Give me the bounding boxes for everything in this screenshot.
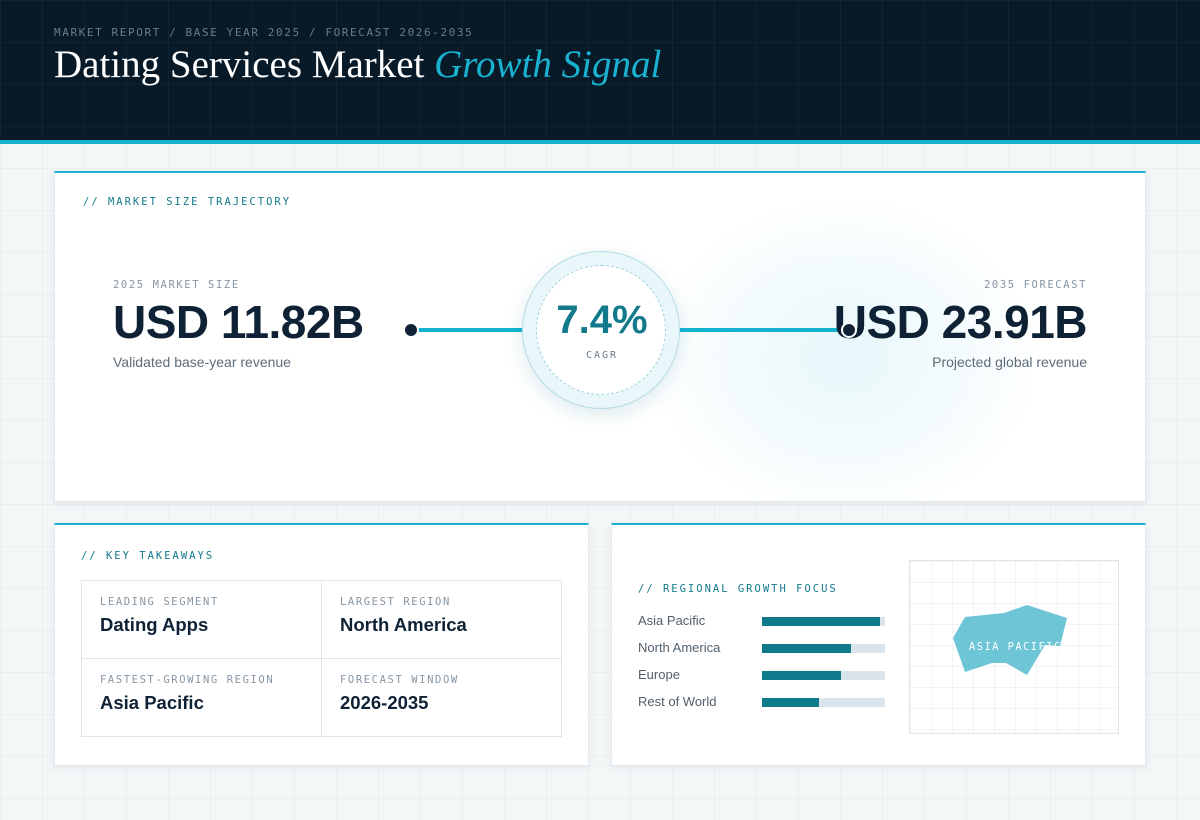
regional-growth-card: // REGIONAL GROWTH FOCUS Asia Pacific No…	[611, 523, 1146, 766]
takeaway-value: 2026-2035	[340, 692, 429, 713]
page-title: Dating Services Market Growth Signal	[54, 42, 661, 87]
region-bar-row: North America	[638, 638, 888, 658]
takeaways-section-label: // KEY TAKEAWAYS	[81, 550, 215, 562]
cagr-value: 7.4%	[556, 298, 648, 342]
regional-section-label: // REGIONAL GROWTH FOCUS	[638, 583, 838, 595]
region-bar-row: Europe	[638, 665, 888, 685]
end-subtext: Projected global revenue	[932, 354, 1087, 370]
trajectory-section-label: // MARKET SIZE TRAJECTORY	[83, 196, 292, 208]
map-region-label: ASIA PACIFIC	[969, 641, 1062, 653]
cagr-label: CAGR	[585, 350, 619, 361]
end-point-marker	[841, 322, 857, 338]
takeaway-forecast-window: FORECAST WINDOW 2026-2035	[322, 659, 562, 737]
takeaway-value: Dating Apps	[100, 614, 209, 635]
report-header: MARKET REPORT / BASE YEAR 2025 / FORECAS…	[0, 0, 1200, 144]
region-bar-fill	[762, 644, 851, 653]
cagr-inner-ring: 7.4% CAGR	[536, 265, 666, 395]
region-bar-label: Asia Pacific	[638, 613, 706, 628]
start-subtext: Validated base-year revenue	[113, 354, 291, 370]
region-bar-fill	[762, 617, 881, 626]
trajectory-line-left	[417, 328, 537, 332]
takeaway-leading-segment: LEADING SEGMENT Dating Apps	[82, 581, 322, 659]
takeaways-grid: LEADING SEGMENT Dating Apps LARGEST REGI…	[81, 580, 562, 737]
takeaway-value: North America	[340, 614, 467, 635]
title-accent: Growth Signal	[434, 43, 662, 86]
region-bar-label: North America	[638, 640, 721, 655]
start-caption: 2025 MARKET SIZE	[113, 279, 240, 291]
takeaway-key: LARGEST REGION	[340, 596, 451, 608]
region-bar-label: Rest of World	[638, 694, 717, 709]
start-point-marker	[403, 322, 419, 338]
region-bar-row: Rest of World	[638, 692, 888, 712]
takeaway-largest-region: LARGEST REGION North America	[322, 581, 562, 659]
takeaway-value: Asia Pacific	[100, 692, 204, 713]
region-bar-track	[762, 644, 885, 653]
region-bar-track	[762, 671, 885, 680]
takeaway-key: FORECAST WINDOW	[340, 674, 459, 686]
trajectory-line-right	[665, 328, 853, 332]
takeaway-key: FASTEST-GROWING REGION	[100, 674, 275, 686]
region-bar-fill	[762, 698, 819, 707]
region-bar-row: Asia Pacific	[638, 611, 888, 631]
cagr-badge: 7.4% CAGR	[522, 251, 680, 409]
end-value: USD 23.91B	[833, 296, 1088, 348]
end-caption: 2035 FORECAST	[984, 279, 1087, 291]
asia-pacific-region-shape	[953, 605, 1067, 675]
grid-divider-horizontal	[82, 658, 561, 659]
start-value: USD 11.82B	[113, 296, 364, 348]
region-bar-fill	[762, 671, 841, 680]
market-size-trajectory-card: // MARKET SIZE TRAJECTORY 2025 MARKET SI…	[54, 171, 1146, 502]
region-bar-track	[762, 617, 885, 626]
title-main: Dating Services Market	[54, 43, 425, 86]
key-takeaways-card: // KEY TAKEAWAYS LEADING SEGMENT Dating …	[54, 523, 589, 766]
background-glow	[645, 193, 1045, 501]
region-map: ASIA PACIFIC	[909, 560, 1119, 734]
takeaway-key: LEADING SEGMENT	[100, 596, 219, 608]
asia-pacific-map-icon	[953, 605, 1067, 675]
report-eyebrow: MARKET REPORT / BASE YEAR 2025 / FORECAS…	[54, 26, 474, 39]
region-bar-track	[762, 698, 885, 707]
takeaway-fastest-growing-region: FASTEST-GROWING REGION Asia Pacific	[82, 659, 322, 737]
region-bar-label: Europe	[638, 667, 680, 682]
